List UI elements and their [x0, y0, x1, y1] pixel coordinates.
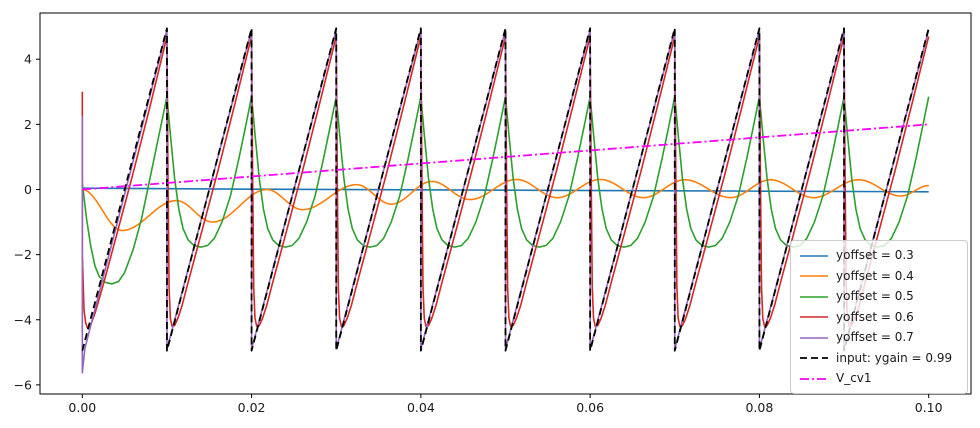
- legend-swatch-line: [800, 336, 828, 339]
- x-tick-label: 0.10: [915, 400, 943, 415]
- legend-label: V_cv1: [836, 371, 872, 385]
- x-tick-label: 0.00: [68, 400, 96, 415]
- y-tick-label: −2: [14, 247, 32, 262]
- x-tick-label: 0.04: [407, 400, 435, 415]
- legend-label: yoffset = 0.3: [836, 248, 914, 262]
- legend-entry: yoffset = 0.6: [800, 310, 957, 325]
- x-tick-label: 0.06: [576, 400, 604, 415]
- legend-entry: V_cv1: [800, 371, 957, 386]
- x-tick-label: 0.08: [745, 400, 773, 415]
- y-tick-label: −4: [14, 312, 32, 327]
- legend: yoffset = 0.3 yoffset = 0.4 yoffset = 0.5 y…: [790, 240, 968, 394]
- y-tick-label: 2: [24, 117, 32, 132]
- legend-entry: yoffset = 0.3: [800, 248, 957, 263]
- legend-entry: yoffset = 0.5: [800, 289, 957, 304]
- series-line-yoffset-0.5: [81, 95, 930, 285]
- legend-label: yoffset = 0.6: [836, 309, 914, 324]
- legend-swatch-line: [800, 275, 828, 277]
- legend-label: yoffset = 0.5: [836, 289, 914, 303]
- legend-swatch-line: [800, 357, 828, 359]
- axes-frame: [39, 12, 972, 395]
- series-layer: [81, 27, 930, 374]
- legend-swatch-line: [800, 377, 828, 380]
- legend-label: yoffset = 0.4: [836, 268, 914, 283]
- legend-entry: yoffset = 0.7: [800, 330, 957, 345]
- y-tick-label: 0: [24, 182, 32, 197]
- legend-entry: yoffset = 0.4: [800, 269, 957, 284]
- y-tick-label: −6: [14, 377, 32, 392]
- ticks-layer: 0.00 0.02 0.04 0.06 0.08 0.10 −6 −4 −2 0 2 4: [14, 52, 943, 415]
- y-tick-label: 4: [24, 52, 32, 67]
- legend-swatch-line: [800, 316, 828, 318]
- legend-swatch-line: [800, 254, 828, 257]
- series-line-input-ygain-0.99: [81, 27, 930, 352]
- legend-label: yoffset = 0.7: [836, 330, 914, 344]
- x-tick-label: 0.02: [238, 400, 266, 415]
- series-line-yoffset-0.4: [82, 178, 929, 232]
- legend-swatch-line: [800, 295, 828, 298]
- legend-entry: input: ygain = 0.99: [800, 351, 957, 366]
- series-line-v-cv1: [82, 123, 929, 191]
- legend-label: input: ygain = 0.99: [836, 350, 953, 365]
